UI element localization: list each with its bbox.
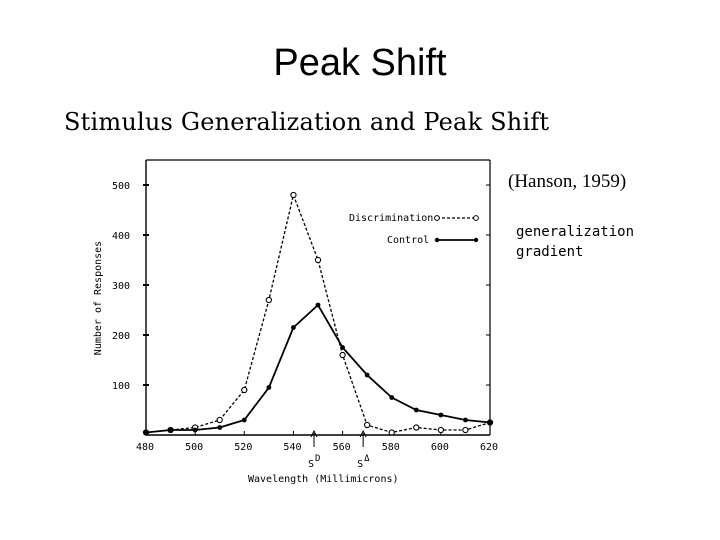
marker-sup-sd: D [315,454,320,464]
data-point-control [241,417,247,423]
data-point-control [192,427,198,433]
data-point-control [463,417,468,423]
data-point-control [487,420,493,425]
data-point-discrimination [241,386,248,394]
legend-label-control: Control [387,235,429,246]
data-point-discrimination [388,429,395,436]
data-point-discrimination [290,191,297,199]
x-tick-label: 480 [136,442,154,453]
y-axis-label: Number of Responses [93,241,104,355]
legend-marker-discrimination [434,215,440,221]
data-point-discrimination [437,426,445,434]
legend-marker-control [434,237,440,243]
chart-subtitle: Stimulus Generalization and Peak Shift [64,108,550,136]
legend-marker-control [473,237,479,243]
annotation-line-1: generalization [516,224,635,240]
y-tick-label: 200 [112,331,130,342]
x-tick-label: 500 [185,442,203,453]
y-tick-label: 300 [112,281,130,292]
data-point-discrimination [265,296,273,304]
annotation-text: generalization gradient [516,222,634,262]
data-point-control [438,412,444,418]
data-point-discrimination [462,426,469,434]
y-tick-label: 100 [112,381,130,392]
marker-arrow-sd [310,429,318,438]
slide-title: Peak Shift [273,42,447,84]
data-point-discrimination [363,421,371,429]
marker-sup-sdelta: Δ [364,454,370,464]
x-tick-label: 560 [333,442,351,453]
y-tick-label: 400 [112,231,130,242]
x-tick-label: 620 [480,442,498,453]
data-point-control [143,430,149,435]
marker-label-sd: S [308,459,314,470]
x-axis-label: Wavelength (Millimicrons) [248,474,399,485]
x-tick-label: 600 [431,442,449,453]
marker-label-sdelta: S [357,459,363,470]
data-point-control [217,425,223,430]
legend-marker-discrimination [473,215,479,221]
data-point-discrimination [413,424,420,431]
y-tick-label: 500 [112,181,130,192]
data-point-control [291,325,296,330]
data-point-discrimination [314,256,322,264]
data-point-control [168,427,173,433]
data-point-discrimination [216,416,223,424]
x-tick-label: 580 [382,442,400,453]
data-point-discrimination [339,351,346,359]
data-point-control [315,302,321,308]
data-point-control [340,345,345,350]
annotation-line-2: gradient [516,244,584,260]
marker-arrow-sdelta [359,429,367,438]
data-point-control [389,395,395,400]
legend-label-discrimination: Discrimination [349,213,433,224]
x-tick-label: 540 [283,442,301,453]
citation-text: (Hanson, 1959) [508,171,627,192]
series-line-control [145,303,491,434]
data-point-control [364,372,370,378]
data-point-control [266,385,272,390]
data-point-control [413,407,419,413]
series-line-discrimination [145,192,491,434]
x-tick-label: 520 [234,442,252,453]
